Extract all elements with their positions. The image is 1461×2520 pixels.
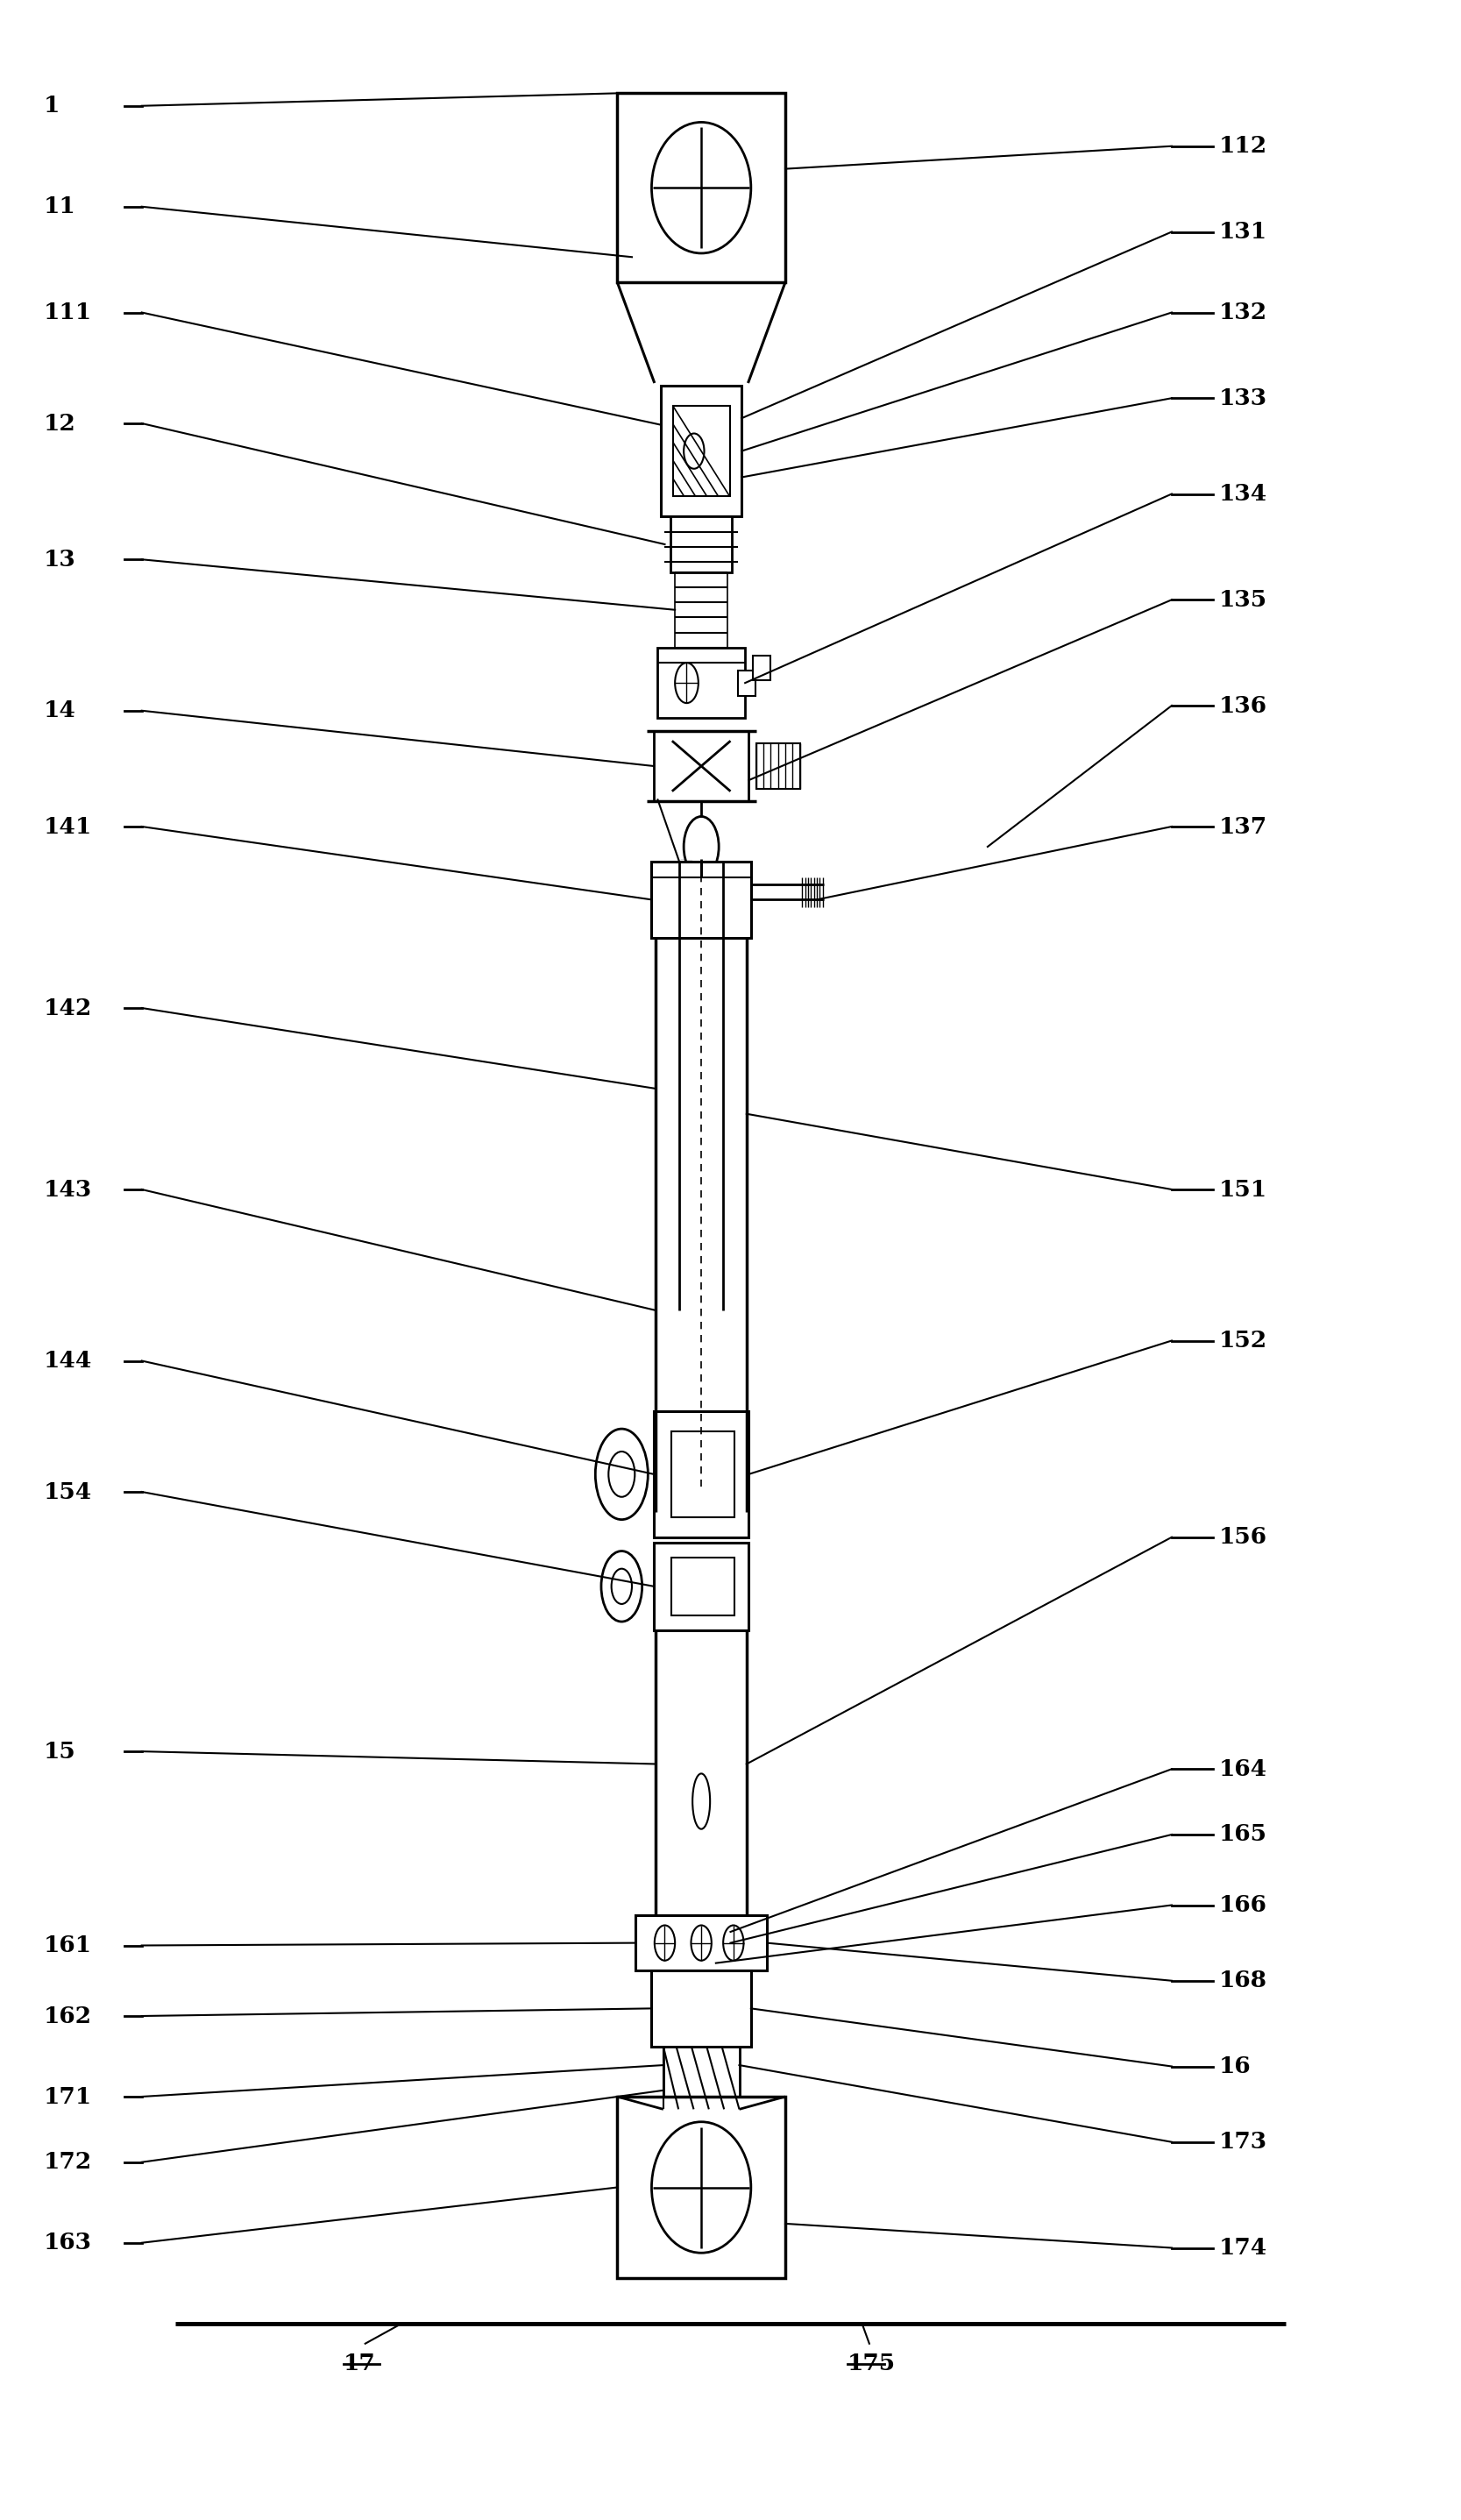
Bar (672, 406, 730, 496)
Text: 1: 1 (44, 96, 60, 116)
Text: 15: 15 (44, 1741, 76, 1761)
Bar (671, 517, 732, 572)
Text: 137: 137 (1218, 816, 1267, 837)
Text: 168: 168 (1218, 1971, 1267, 1991)
Text: 166: 166 (1218, 1895, 1267, 1915)
Bar (663, 2046, 739, 2109)
Text: 144: 144 (44, 1351, 92, 1371)
Text: 163: 163 (44, 2233, 92, 2253)
Bar (636, 1915, 767, 1971)
Text: 162: 162 (44, 2006, 92, 2026)
Text: 151: 151 (1218, 1179, 1267, 1200)
Text: 14: 14 (44, 701, 76, 721)
Circle shape (608, 1452, 636, 1497)
Text: 16: 16 (1218, 2056, 1251, 2076)
Bar (657, 648, 745, 718)
Bar (757, 743, 801, 789)
Bar (652, 1971, 751, 2046)
Circle shape (596, 1429, 649, 1520)
Text: 142: 142 (44, 998, 92, 1018)
Text: 173: 173 (1218, 2132, 1267, 2152)
Text: 112: 112 (1218, 136, 1267, 156)
Circle shape (675, 663, 698, 703)
Circle shape (691, 1925, 712, 1961)
Text: 111: 111 (44, 302, 92, 323)
Text: 17: 17 (343, 2354, 375, 2374)
Circle shape (655, 1925, 675, 1961)
Bar (738, 670, 755, 696)
Ellipse shape (652, 2122, 751, 2253)
Text: 13: 13 (44, 549, 76, 570)
Text: 156: 156 (1218, 1527, 1267, 1547)
Bar (672, 1557, 735, 1615)
Text: 174: 174 (1218, 2238, 1267, 2258)
Text: 143: 143 (44, 1179, 92, 1200)
Text: 141: 141 (44, 816, 92, 837)
Bar (660, 386, 741, 517)
Text: 172: 172 (44, 2152, 92, 2172)
Text: 152: 152 (1218, 1331, 1267, 1351)
Text: 132: 132 (1218, 302, 1267, 323)
Text: 136: 136 (1218, 696, 1267, 716)
Text: 11: 11 (44, 197, 76, 217)
Ellipse shape (652, 123, 751, 255)
Text: 131: 131 (1218, 222, 1267, 242)
Circle shape (684, 433, 704, 469)
Bar (752, 655, 770, 680)
Bar (655, 1411, 748, 1537)
Text: 154: 154 (44, 1482, 92, 1502)
Ellipse shape (693, 1774, 710, 1830)
Circle shape (602, 1552, 643, 1623)
Text: 161: 161 (44, 1935, 92, 1956)
Text: 12: 12 (44, 413, 76, 433)
Text: 135: 135 (1218, 590, 1267, 610)
Circle shape (723, 1925, 744, 1961)
Bar (672, 1431, 735, 1517)
Circle shape (612, 1567, 631, 1605)
Bar (618, 2097, 786, 2278)
Bar (652, 862, 751, 937)
Text: 165: 165 (1218, 1824, 1267, 1845)
Circle shape (684, 816, 719, 877)
Text: 164: 164 (1218, 1759, 1267, 1779)
Text: 175: 175 (847, 2354, 896, 2374)
Bar (618, 93, 786, 282)
Text: 171: 171 (44, 2087, 92, 2107)
Text: 133: 133 (1218, 388, 1267, 408)
Bar (655, 731, 748, 801)
Bar (655, 1542, 748, 1630)
Text: 134: 134 (1218, 484, 1267, 504)
